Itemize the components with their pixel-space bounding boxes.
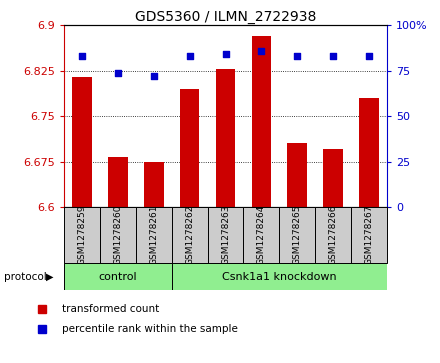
Bar: [323, 150, 343, 207]
Bar: [108, 157, 128, 207]
Bar: [144, 162, 164, 207]
Point: [114, 70, 121, 76]
Text: GSM1278263: GSM1278263: [221, 205, 230, 265]
Text: GSM1278261: GSM1278261: [149, 205, 158, 265]
Bar: [315, 207, 351, 263]
Point: [78, 53, 85, 59]
Text: GSM1278264: GSM1278264: [257, 205, 266, 265]
Bar: [359, 98, 379, 207]
Bar: [216, 69, 235, 207]
Bar: [252, 36, 271, 207]
Bar: [64, 207, 100, 263]
Text: ▶: ▶: [46, 272, 54, 282]
Bar: [172, 207, 208, 263]
Bar: [100, 207, 136, 263]
Text: Csnk1a1 knockdown: Csnk1a1 knockdown: [222, 272, 337, 282]
Bar: [64, 263, 172, 290]
Text: GSM1278262: GSM1278262: [185, 205, 194, 265]
Point: [366, 53, 373, 59]
Bar: [136, 207, 172, 263]
Bar: [180, 89, 199, 207]
Point: [294, 53, 301, 59]
Text: GSM1278266: GSM1278266: [329, 205, 338, 265]
Text: GSM1278265: GSM1278265: [293, 205, 302, 265]
Text: GSM1278259: GSM1278259: [77, 205, 86, 265]
Point: [222, 52, 229, 57]
Bar: [279, 207, 315, 263]
Text: GSM1278260: GSM1278260: [113, 205, 122, 265]
Text: transformed count: transformed count: [62, 304, 159, 314]
Point: [150, 73, 157, 79]
Bar: [208, 207, 243, 263]
Text: control: control: [99, 272, 137, 282]
Point: [186, 53, 193, 59]
Text: percentile rank within the sample: percentile rank within the sample: [62, 324, 238, 334]
Text: GSM1278267: GSM1278267: [365, 205, 374, 265]
Point: [330, 53, 337, 59]
Bar: [351, 207, 387, 263]
Bar: [287, 143, 307, 207]
Title: GDS5360 / ILMN_2722938: GDS5360 / ILMN_2722938: [135, 11, 316, 24]
Point: [258, 48, 265, 54]
Bar: [243, 207, 279, 263]
Bar: [172, 263, 387, 290]
Text: protocol: protocol: [4, 272, 47, 282]
Bar: [72, 77, 92, 207]
